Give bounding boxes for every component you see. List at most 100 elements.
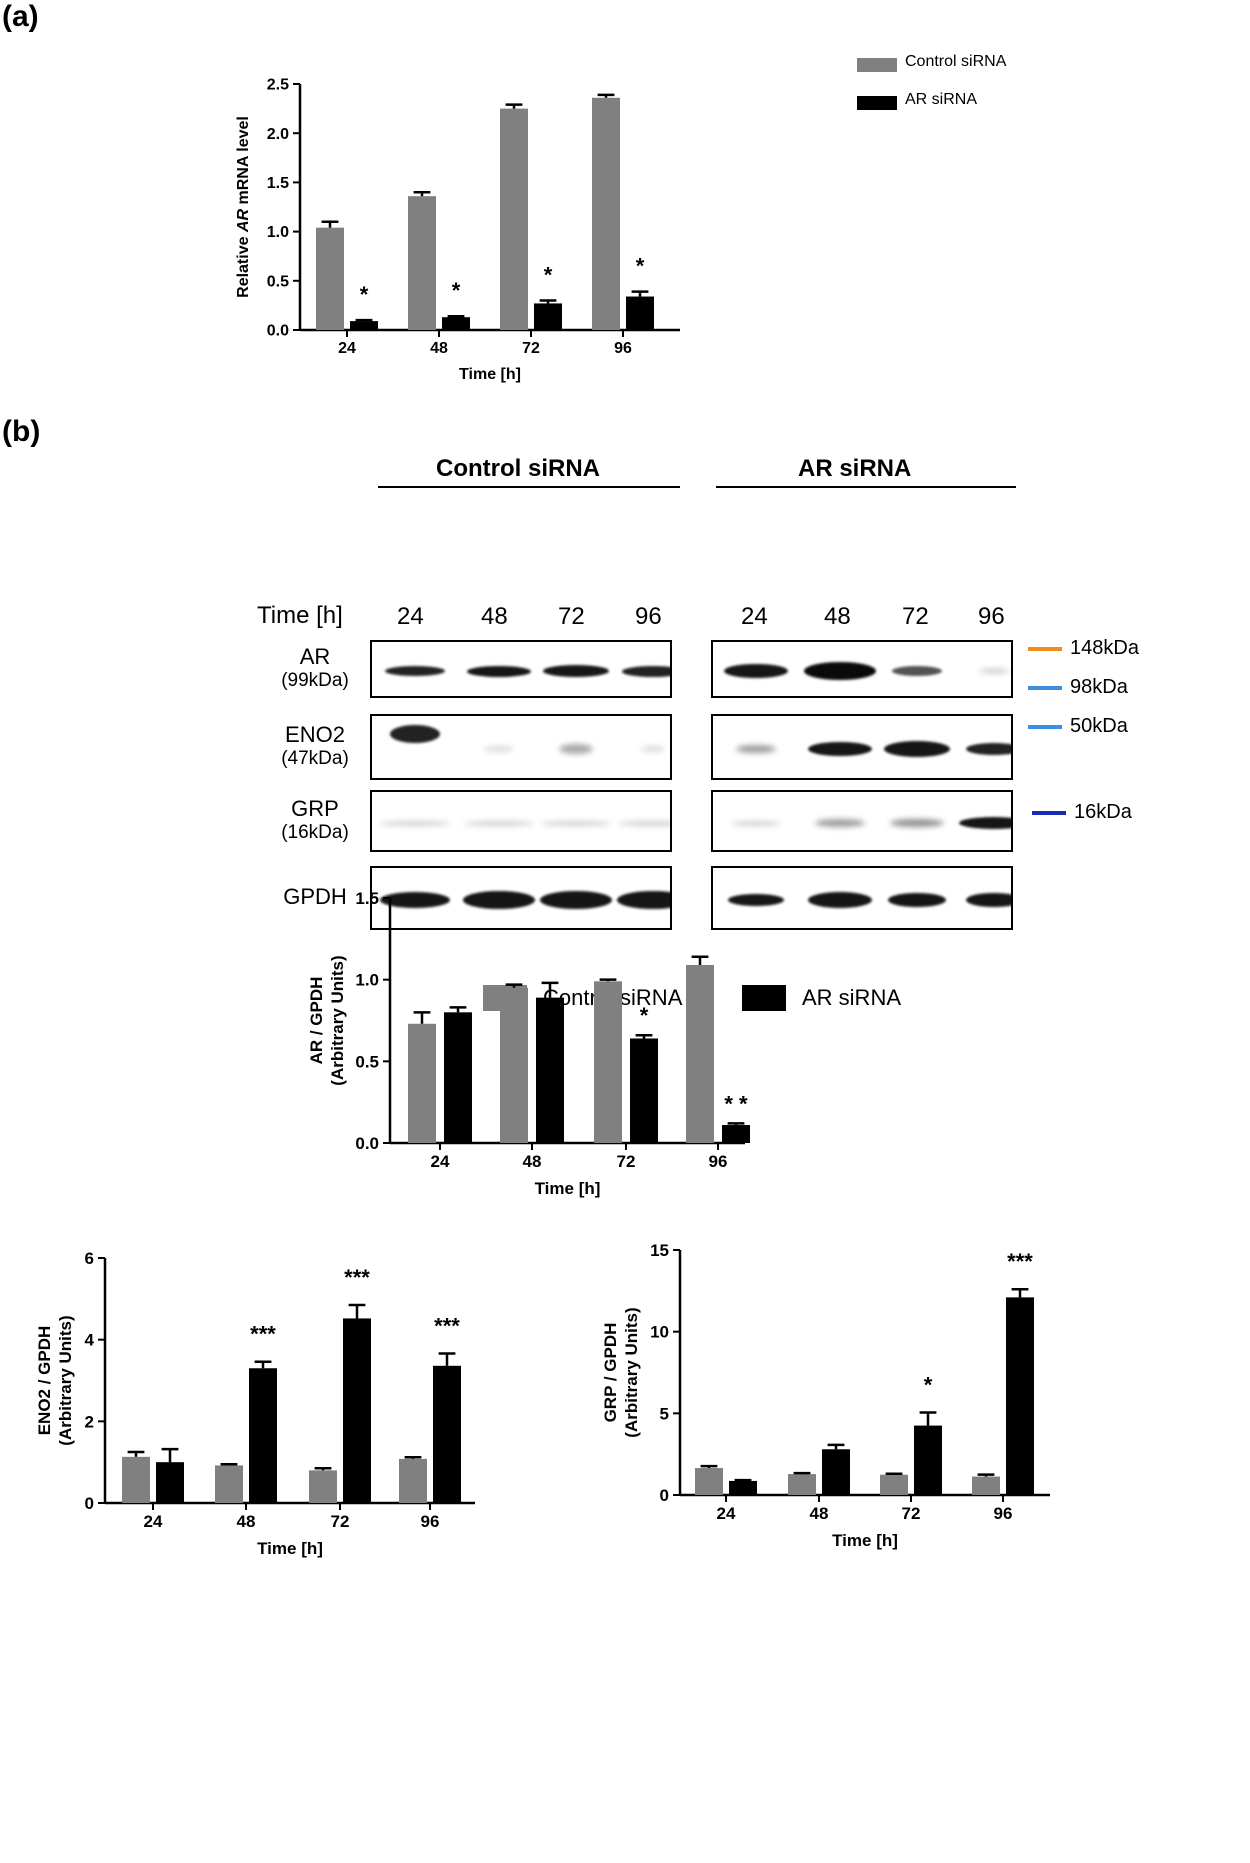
blot-group-control-title: Control siRNA [436, 455, 600, 482]
bar [215, 1465, 243, 1503]
y-tick-label: 0.5 [355, 1052, 379, 1071]
blot-band [467, 665, 531, 677]
blot-band [892, 666, 942, 676]
blot-row-label: ENO2 (47kDa) [260, 723, 370, 771]
bar [592, 97, 620, 330]
mw-marker-label: 16kDa [1074, 801, 1132, 823]
blot-band [736, 745, 776, 753]
significance-mark: * [640, 1003, 649, 1028]
blot-band [884, 741, 950, 757]
significance-mark: * [360, 282, 369, 307]
bar [500, 108, 528, 330]
blot-row-label: AR (99kDa) [260, 645, 370, 693]
blot-band [959, 817, 1011, 829]
x-tick-label: 96 [614, 340, 632, 357]
blot-row-label: GRP (16kDa) [260, 797, 370, 845]
x-tick-label: 72 [617, 1152, 636, 1171]
y-tick-label: 2.0 [267, 126, 289, 143]
blot-band [979, 669, 1009, 673]
y-tick-label: 4 [85, 1331, 95, 1350]
bar [626, 296, 654, 330]
y-tick-label: 0 [85, 1494, 94, 1513]
bar [594, 981, 622, 1143]
blot-group-ar-title: AR siRNA [798, 455, 912, 482]
significance-mark: * [636, 254, 645, 279]
legend-swatch-control [857, 58, 897, 72]
y-tick-label: 2 [85, 1412, 94, 1431]
x-tick-label: 24 [431, 1152, 450, 1171]
blot-row-name: AR [299, 644, 331, 669]
mw-marker: 50kDa [1028, 715, 1128, 738]
mw-marker-line [1028, 646, 1062, 651]
x-tick-label: 48 [523, 1152, 542, 1171]
significance-mark: *** [1007, 1249, 1033, 1274]
bar [686, 964, 714, 1143]
mw-marker: 148kDa [1028, 637, 1139, 660]
bar [1006, 1297, 1034, 1495]
legend-swatch-ar [857, 96, 897, 110]
significance-mark: * [544, 262, 553, 287]
mw-marker: 98kDa [1028, 676, 1128, 699]
bar [880, 1474, 908, 1495]
significance-mark: * * [724, 1091, 748, 1116]
bar [408, 1023, 436, 1143]
blot-band [731, 820, 781, 826]
x-tick-label: 48 [237, 1512, 256, 1531]
blot-row-name: GPDH [283, 884, 347, 909]
bar [822, 1449, 850, 1495]
bar [350, 321, 378, 330]
y-axis-label: (Arbitrary Units) [328, 955, 347, 1085]
blot-time-label: 48 [824, 603, 851, 630]
blot-time-label: 96 [978, 603, 1005, 630]
x-tick-label: 72 [522, 340, 540, 357]
blot-band [559, 744, 593, 754]
y-axis-label: ENO2 / GPDH [35, 1326, 54, 1436]
y-tick-label: 0.0 [355, 1134, 379, 1153]
blot-band [808, 742, 872, 756]
x-tick-label: 72 [902, 1504, 921, 1523]
blot-band [808, 892, 872, 908]
x-axis-label: Time [h] [832, 1531, 898, 1550]
y-tick-label: 2.5 [267, 77, 289, 94]
y-axis-label: AR / GPDH [307, 977, 326, 1065]
blot-box [711, 790, 1013, 852]
bar [972, 1476, 1000, 1495]
bar [695, 1468, 723, 1495]
blot-time-label: 72 [902, 603, 929, 630]
blot-row-mw: (16kDa) [281, 822, 349, 843]
x-tick-label: 24 [717, 1504, 736, 1523]
blot-box [711, 640, 1013, 698]
y-axis-label: (Arbitrary Units) [56, 1315, 75, 1445]
mw-marker-label: 98kDa [1070, 676, 1128, 698]
x-tick-label: 24 [144, 1512, 163, 1531]
x-axis-label: Time [h] [459, 366, 521, 383]
x-tick-label: 48 [430, 340, 448, 357]
blot-time-label: 24 [397, 603, 424, 630]
y-tick-label: 0.0 [267, 323, 289, 340]
blot-band [618, 820, 670, 826]
blot-time-label: 48 [481, 603, 508, 630]
y-tick-label: 15 [650, 1241, 669, 1260]
blot-box [370, 640, 672, 698]
blot-group-control-line [378, 486, 680, 488]
bar [156, 1462, 184, 1503]
blot-band [966, 893, 1011, 907]
legend-b-label-ar: AR siRNA [802, 985, 902, 1010]
mw-marker-label: 50kDa [1070, 715, 1128, 737]
y-tick-label: 5 [660, 1404, 669, 1423]
blot-band [728, 894, 784, 906]
significance-mark: *** [250, 1322, 276, 1347]
blot-band [380, 820, 450, 826]
blot-band [815, 819, 865, 827]
y-tick-label: 0 [660, 1486, 669, 1505]
bar [309, 1470, 337, 1503]
legend-b-swatch-ar [742, 985, 786, 1011]
blot-row-mw: (47kDa) [281, 748, 349, 769]
bar [249, 1368, 277, 1503]
bar [534, 303, 562, 330]
blot-band [380, 892, 450, 908]
bar [729, 1480, 757, 1495]
blot-band [541, 820, 611, 826]
western-blot-figure: Control siRNA AR siRNA Time [h] 24 48 72 96… [257, 455, 1139, 1011]
blot-box [711, 866, 1013, 930]
